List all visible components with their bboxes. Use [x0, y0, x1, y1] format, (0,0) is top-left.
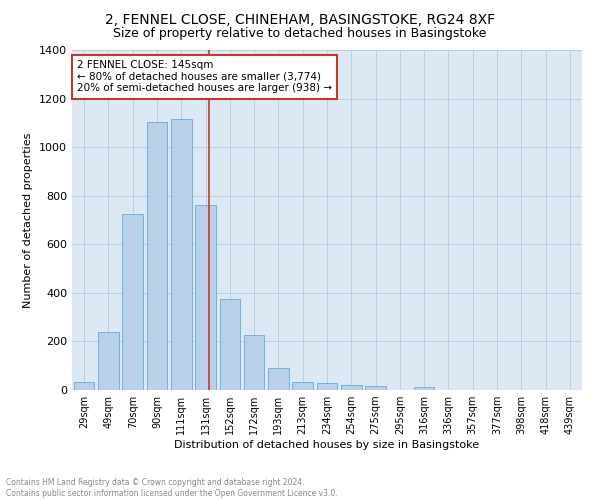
Bar: [98, 332, 119, 390]
Y-axis label: Number of detached properties: Number of detached properties: [23, 132, 34, 308]
Text: 2 FENNEL CLOSE: 145sqm
← 80% of detached houses are smaller (3,774)
20% of semi-: 2 FENNEL CLOSE: 145sqm ← 80% of detached…: [77, 60, 332, 94]
Bar: [292, 382, 313, 390]
Text: Size of property relative to detached houses in Basingstoke: Size of property relative to detached ho…: [113, 28, 487, 40]
X-axis label: Distribution of detached houses by size in Basingstoke: Distribution of detached houses by size …: [175, 440, 479, 450]
Bar: [220, 299, 240, 390]
Bar: [195, 206, 216, 390]
Text: 2, FENNEL CLOSE, CHINEHAM, BASINGSTOKE, RG24 8XF: 2, FENNEL CLOSE, CHINEHAM, BASINGSTOKE, …: [105, 12, 495, 26]
Text: Contains HM Land Registry data © Crown copyright and database right 2024.
Contai: Contains HM Land Registry data © Crown c…: [6, 478, 338, 498]
Bar: [244, 336, 265, 390]
Bar: [414, 387, 434, 390]
Bar: [268, 368, 289, 390]
Bar: [171, 119, 191, 390]
Bar: [146, 122, 167, 390]
Bar: [74, 382, 94, 390]
Bar: [365, 386, 386, 390]
Bar: [122, 214, 143, 390]
Bar: [341, 384, 362, 390]
Bar: [317, 383, 337, 390]
